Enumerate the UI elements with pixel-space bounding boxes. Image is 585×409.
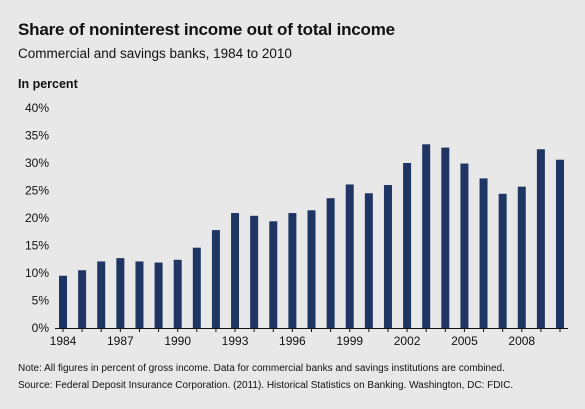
x-tick-label: 2005 bbox=[451, 334, 478, 348]
bar-2005 bbox=[460, 163, 469, 328]
bar-1988 bbox=[135, 261, 144, 328]
y-axis-unit-label: In percent bbox=[18, 77, 78, 91]
bar-1999 bbox=[345, 184, 354, 328]
bar-1987 bbox=[116, 258, 125, 328]
x-axis: 1984 1987 1990 1993 1996 1999 2002 2005 2008 bbox=[50, 328, 568, 348]
y-tick-label: 30% bbox=[25, 156, 49, 170]
x-tick-label: 1987 bbox=[107, 334, 134, 348]
bar-1997 bbox=[307, 210, 316, 328]
x-tick-label: 1993 bbox=[222, 334, 249, 348]
x-tick-label: 1999 bbox=[336, 334, 363, 348]
x-tick-label: 1990 bbox=[164, 334, 191, 348]
bar-2006 bbox=[479, 178, 488, 328]
bar-chart: 0%5%10%15%20%25%30%35%40% 1984 1987 1990 19… bbox=[25, 101, 568, 348]
bar-2009 bbox=[536, 149, 545, 328]
x-tick-label: 1984 bbox=[50, 334, 77, 348]
chart-title: Share of noninterest income out of total… bbox=[18, 20, 395, 39]
bar-2004 bbox=[441, 147, 450, 328]
x-tick-label: 2002 bbox=[394, 334, 421, 348]
chart-source: Source: Federal Deposit Insurance Corpor… bbox=[18, 380, 514, 391]
y-axis: 0% 5% 10% 15% 20% 25% 30% 35% 40% bbox=[25, 101, 49, 335]
bar-2002 bbox=[403, 163, 412, 328]
y-tick-label: 20% bbox=[25, 211, 49, 225]
y-tick-label: 10% bbox=[25, 266, 49, 280]
y-tick-label: 35% bbox=[25, 129, 49, 143]
bar-2010 bbox=[556, 159, 564, 328]
y-tick-label: 0% bbox=[32, 321, 50, 335]
bar-1984 bbox=[59, 275, 67, 328]
bars bbox=[59, 144, 564, 328]
bar-1989 bbox=[154, 262, 163, 328]
bar-1992 bbox=[211, 230, 220, 328]
y-tick-label: 25% bbox=[25, 184, 49, 198]
bar-1998 bbox=[326, 198, 335, 328]
bar-1995 bbox=[269, 221, 278, 328]
bar-2000 bbox=[364, 193, 373, 328]
bar-1990 bbox=[173, 259, 182, 328]
bar-1986 bbox=[97, 261, 106, 328]
x-tick-label: 1996 bbox=[279, 334, 306, 348]
y-tick-label: 15% bbox=[25, 239, 49, 253]
bar-1996 bbox=[288, 213, 297, 328]
chart-note: Note: All figures in percent of gross in… bbox=[18, 363, 505, 374]
bar-1994 bbox=[250, 215, 259, 328]
bar-1993 bbox=[231, 213, 240, 328]
chart-subtitle: Commercial and savings banks, 1984 to 20… bbox=[18, 46, 292, 61]
bar-2003 bbox=[422, 144, 431, 328]
bar-1991 bbox=[192, 247, 201, 328]
bar-2001 bbox=[383, 185, 392, 328]
y-tick-label: 40% bbox=[25, 101, 49, 115]
bar-2007 bbox=[498, 193, 507, 328]
bar-1985 bbox=[78, 270, 87, 328]
y-tick-label: 5% bbox=[32, 294, 50, 308]
bar-2008 bbox=[517, 186, 526, 328]
x-tick-label: 2008 bbox=[508, 334, 535, 348]
